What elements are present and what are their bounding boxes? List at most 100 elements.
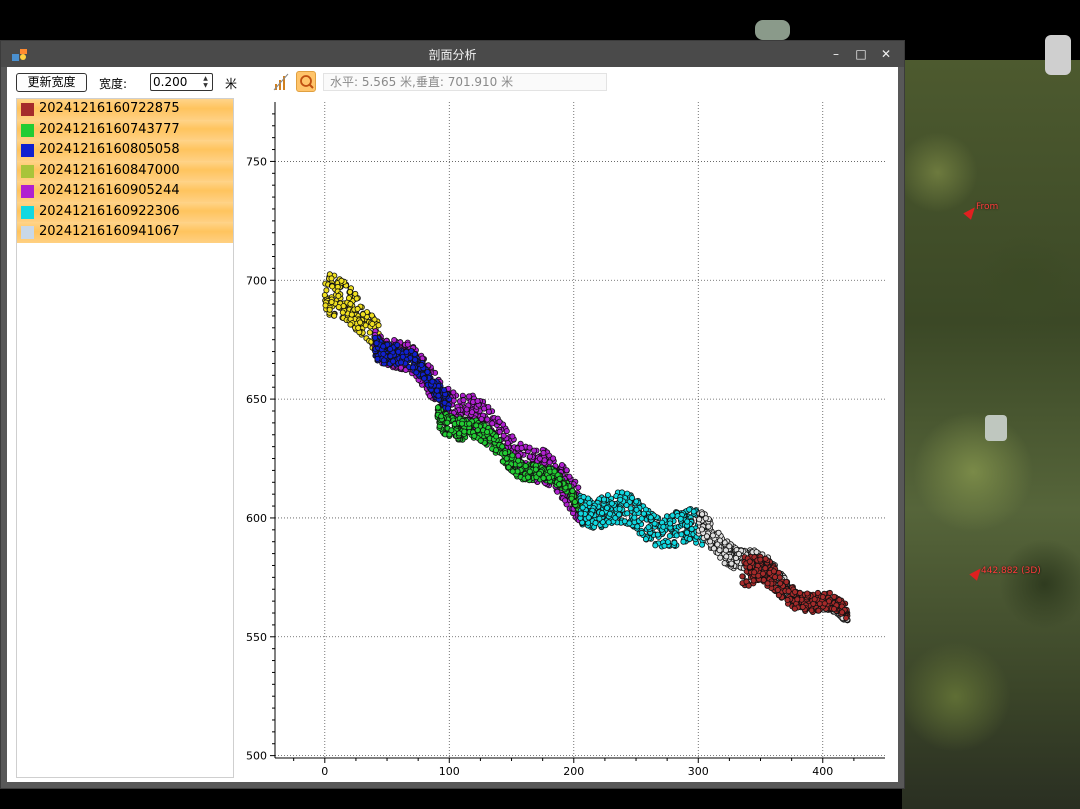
data-point xyxy=(624,510,631,517)
point-cloud-speck xyxy=(1045,35,1071,75)
data-point xyxy=(335,304,342,311)
data-point xyxy=(571,498,578,505)
data-point xyxy=(477,437,484,444)
data-point xyxy=(617,496,624,503)
data-point xyxy=(505,464,512,471)
data-point xyxy=(418,361,425,368)
series-item[interactable]: 20241216160847000 xyxy=(17,160,233,181)
data-point xyxy=(366,329,373,336)
y-tick-label: 500 xyxy=(246,750,267,763)
data-point xyxy=(633,498,640,505)
data-point xyxy=(684,518,691,525)
data-point xyxy=(715,529,722,536)
data-point xyxy=(710,545,717,552)
data-point xyxy=(683,529,690,536)
maximize-button[interactable]: □ xyxy=(855,47,867,61)
data-point xyxy=(686,535,693,542)
data-point xyxy=(660,523,667,530)
data-point xyxy=(496,418,503,425)
data-point xyxy=(398,359,405,366)
close-button[interactable]: ✕ xyxy=(880,47,892,61)
data-point xyxy=(525,474,532,481)
data-point xyxy=(403,348,410,355)
data-point xyxy=(728,560,735,567)
data-point xyxy=(799,603,806,610)
data-point xyxy=(666,532,673,539)
data-point xyxy=(424,369,431,376)
data-point xyxy=(489,420,496,427)
spin-down-icon[interactable]: ▼ xyxy=(203,82,208,89)
data-point xyxy=(545,474,552,481)
series-name: 20241216160722875 xyxy=(39,101,180,116)
data-point xyxy=(503,428,510,435)
series-item[interactable]: 20241216160922306 xyxy=(17,201,233,222)
data-point xyxy=(638,529,645,536)
spin-up-icon[interactable]: ▲ xyxy=(203,75,208,82)
data-point xyxy=(702,515,709,522)
zoom-icon[interactable] xyxy=(296,71,316,92)
series-item[interactable]: 20241216160805058 xyxy=(17,140,233,161)
data-point xyxy=(579,504,586,511)
x-tick-label: 100 xyxy=(439,765,460,778)
data-point xyxy=(473,422,480,429)
data-point xyxy=(348,311,355,318)
data-point xyxy=(569,488,576,495)
data-point xyxy=(409,364,416,371)
series-color-swatch xyxy=(21,164,34,178)
data-point xyxy=(338,277,345,284)
data-point xyxy=(536,470,543,477)
data-point xyxy=(606,510,613,517)
data-point xyxy=(526,468,533,475)
chart-grid xyxy=(275,102,885,758)
data-point xyxy=(335,292,342,299)
data-point xyxy=(698,526,705,533)
data-point xyxy=(347,288,354,295)
coordinate-readout: 水平: 5.565 米,垂直: 701.910 米 xyxy=(323,73,607,91)
series-item[interactable]: 20241216160905244 xyxy=(17,181,233,202)
data-point xyxy=(421,375,428,382)
data-point xyxy=(642,536,649,543)
minimize-button[interactable]: – xyxy=(833,47,839,61)
app-icon xyxy=(12,49,27,61)
data-point xyxy=(633,506,640,513)
data-point xyxy=(762,565,769,572)
title-bar[interactable]: 剖面分析 – □ ✕ xyxy=(1,41,904,67)
data-point xyxy=(770,568,777,575)
data-point xyxy=(677,515,684,522)
data-point xyxy=(586,499,593,506)
series-item[interactable]: 20241216160743777 xyxy=(17,119,233,140)
chart-mode-icon[interactable] xyxy=(273,73,289,91)
data-point xyxy=(626,520,633,527)
update-width-button[interactable]: 更新宽度 xyxy=(16,73,87,92)
data-point xyxy=(500,432,507,439)
point-cloud-speck xyxy=(755,20,790,40)
width-spinbox[interactable]: ▲ ▼ xyxy=(150,73,213,91)
data-point xyxy=(471,432,478,439)
data-point xyxy=(468,409,475,416)
data-point xyxy=(346,295,353,302)
profile-analysis-dialog: 剖面分析 – □ ✕ 更新宽度 宽度: ▲ ▼ 米 xyxy=(0,40,905,789)
series-item[interactable]: 20241216160941067 xyxy=(17,222,233,243)
data-point xyxy=(762,555,769,562)
from-label: From xyxy=(976,202,999,212)
data-point xyxy=(629,494,636,501)
window-title: 剖面分析 xyxy=(428,48,477,62)
profile-chart-area[interactable]: 0 100 200 300 400 500 550 600 650 700 750 xyxy=(235,98,898,782)
series-list[interactable]: 20241216160722875 20241216160743777 202412… xyxy=(16,98,234,778)
data-point xyxy=(794,596,801,603)
profile-scatter-chart[interactable]: 0 100 200 300 400 500 550 600 650 700 750 xyxy=(235,98,898,782)
data-point xyxy=(722,547,729,554)
data-point xyxy=(504,439,511,446)
series-item[interactable]: 20241216160722875 xyxy=(17,99,233,120)
x-tick-label: 400 xyxy=(812,765,833,778)
data-point xyxy=(558,461,565,468)
data-point xyxy=(784,596,791,603)
data-point xyxy=(493,433,500,440)
chart-axes: 0 100 200 300 400 500 550 600 650 700 750 xyxy=(246,102,885,778)
data-point xyxy=(466,420,473,427)
data-point xyxy=(394,341,401,348)
width-input[interactable] xyxy=(151,74,199,90)
data-point xyxy=(456,430,463,437)
data-point xyxy=(481,405,488,412)
